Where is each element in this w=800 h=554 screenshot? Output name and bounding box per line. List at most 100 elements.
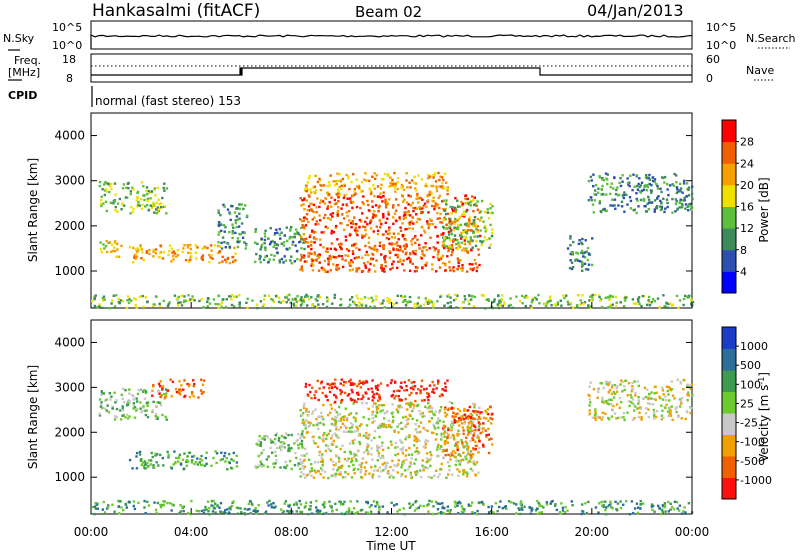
scatter-cell (267, 261, 270, 264)
scatter-cell (319, 467, 323, 470)
scatter-cell (309, 508, 312, 511)
scatter-cell (171, 251, 174, 254)
scatter-cell (341, 203, 345, 206)
scatter-cell (359, 381, 362, 385)
scatter-cell (357, 397, 360, 401)
scatter-cell (360, 423, 363, 426)
scatter-cell (288, 503, 292, 507)
scatter-cell (152, 255, 155, 258)
scatter-cell (318, 511, 321, 514)
scatter-cell (378, 466, 381, 469)
scatter-cell (378, 218, 381, 222)
scatter-cell (264, 229, 267, 232)
scatter-cell (289, 227, 292, 231)
scatter-cell (598, 502, 601, 505)
scatter-cell (519, 512, 522, 516)
scatter-cell (352, 402, 355, 405)
scatter-cell (456, 446, 459, 449)
scatter-cell (333, 202, 336, 206)
scatter-cell (602, 504, 605, 507)
scatter-cell (457, 223, 460, 227)
scatter-cell (636, 511, 640, 515)
scatter-cell (371, 257, 375, 261)
scatter-cell (382, 214, 385, 217)
scatter-cell (471, 511, 474, 514)
scatter-cell (580, 249, 584, 253)
scatter-cell (141, 461, 145, 464)
scatter-cell (448, 236, 451, 240)
scatter-cell (345, 418, 349, 422)
scatter-cell (276, 231, 279, 234)
scatter-cell (590, 299, 593, 302)
scatter-cell (400, 194, 404, 197)
scatter-cell (452, 423, 455, 427)
scatter-cell (413, 270, 417, 273)
scatter-cell (484, 210, 487, 214)
scatter-cell (414, 473, 418, 476)
scatter-cell (162, 250, 165, 254)
scatter-cell (482, 445, 485, 448)
scatter-cell (608, 418, 611, 421)
scatter-cell (604, 513, 608, 516)
scatter-cell (193, 462, 196, 466)
scatter-cell (370, 453, 373, 456)
scatter-cell (648, 301, 651, 304)
scatter-cell (576, 259, 580, 262)
scatter-cell (113, 415, 117, 418)
scatter-cell (606, 182, 609, 186)
scatter-cell (420, 225, 423, 229)
scatter-cell (666, 306, 670, 309)
scatter-cell (396, 463, 400, 466)
scatter-cell (190, 499, 193, 503)
scatter-cell (587, 263, 591, 266)
scatter-cell (630, 390, 633, 393)
scatter-cell (674, 202, 678, 206)
scatter-cell (631, 188, 634, 192)
scatter-cell (407, 402, 410, 405)
scatter-cell (652, 410, 656, 413)
scatter-cell (353, 399, 356, 402)
scatter-cell (113, 241, 117, 244)
scatter-cell (327, 432, 330, 435)
scatter-cell (640, 304, 643, 308)
scatter-cell (179, 301, 182, 304)
scatter-cell (666, 183, 669, 186)
scatter-cell (318, 177, 321, 181)
scatter-cell (681, 396, 684, 400)
scatter-cell (685, 195, 688, 198)
scatter-cell (619, 500, 622, 503)
scatter-cell (302, 421, 306, 424)
scatter-cell (308, 235, 311, 239)
station-title: Hankasalmi (fitACF) (92, 1, 260, 21)
scatter-cell (336, 436, 339, 439)
scatter-cell (300, 445, 304, 448)
scatter-cell (378, 508, 381, 511)
scatter-cell (146, 199, 149, 203)
scatter-cell (280, 508, 283, 511)
scatter-cell (384, 201, 387, 204)
scatter-cell (463, 239, 466, 242)
scatter-cell (348, 303, 352, 307)
scatter-cell (435, 204, 438, 208)
scatter-cell (304, 447, 307, 451)
scatter-cell (302, 216, 306, 219)
scatter-cell (340, 188, 343, 191)
scatter-cell (173, 450, 176, 453)
scatter-cell (387, 446, 390, 450)
scatter-cell (296, 295, 299, 298)
scatter-cell (117, 505, 120, 508)
scatter-cell (307, 394, 310, 398)
scatter-cell (306, 304, 309, 307)
scatter-cell (677, 509, 681, 512)
scatter-cell (232, 451, 235, 455)
scatter-cell (358, 226, 361, 229)
scatter-cell (306, 181, 310, 184)
scatter-cell (191, 455, 194, 458)
scatter-cell (303, 436, 306, 439)
scatter-cell (588, 412, 592, 415)
scatter-cell (275, 446, 279, 450)
scatter-cell (456, 412, 459, 415)
scatter-cell (321, 303, 325, 306)
scatter-cell (451, 206, 454, 209)
scatter-cell (646, 202, 649, 205)
